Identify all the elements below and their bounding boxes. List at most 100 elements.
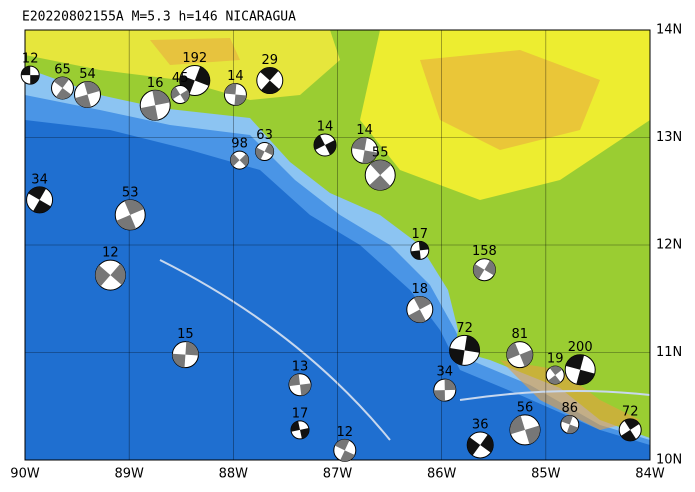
lon-tick-label: 86W xyxy=(427,467,457,482)
lat-tick-label: 12N xyxy=(656,238,682,253)
focal-mechanism xyxy=(313,133,337,157)
focal-mechanism xyxy=(20,65,40,85)
depth-label: 12 xyxy=(22,52,39,67)
depth-label: 12 xyxy=(102,246,119,261)
depth-label: 86 xyxy=(562,401,579,416)
compressional-quadrant xyxy=(75,81,100,108)
focal-mechanism xyxy=(170,85,190,104)
focal-mechanism xyxy=(223,83,247,106)
events xyxy=(20,65,642,462)
compressional-quadrant xyxy=(473,260,496,280)
depth-label: 15 xyxy=(177,327,194,342)
compressional-quadrant xyxy=(21,66,40,85)
focal-mechanism xyxy=(255,141,275,161)
depth-label: 17 xyxy=(292,406,309,421)
compressional-quadrant xyxy=(171,86,190,103)
depth-label: 45 xyxy=(172,71,189,86)
compressional-quadrant xyxy=(334,439,355,462)
focal-mechanism xyxy=(410,240,430,260)
depth-label: 192 xyxy=(182,51,207,66)
compressional-quadrant xyxy=(224,83,247,106)
lat-tick-label: 11N xyxy=(656,345,682,360)
depth-label: 36 xyxy=(472,417,489,432)
lat-tick-label: 13N xyxy=(656,130,682,145)
focal-mechanism xyxy=(618,418,642,442)
focal-mechanism xyxy=(449,334,481,366)
lon-tick-label: 89W xyxy=(114,467,144,482)
depth-label: 34 xyxy=(31,172,48,187)
compressional-quadrant xyxy=(369,160,392,191)
focal-mechanism xyxy=(288,373,312,397)
lon-tick-label: 90W xyxy=(10,467,40,482)
focal-mechanism xyxy=(256,67,284,95)
focal-mechanism xyxy=(26,186,54,214)
depth-label: 56 xyxy=(517,400,534,415)
focal-mechanism xyxy=(333,438,357,462)
focal-mechanism xyxy=(171,341,199,369)
depth-label: 72 xyxy=(456,321,473,336)
focal-mechanism xyxy=(139,89,171,121)
depth-label: 14 xyxy=(356,123,373,138)
compressional-quadrant xyxy=(506,342,533,367)
depth-label: 16 xyxy=(147,76,164,91)
depth-label: 63 xyxy=(256,128,273,143)
compressional-quadrant xyxy=(548,366,563,385)
lon-tick-label: 87W xyxy=(323,467,353,482)
focal-mechanism xyxy=(564,354,596,386)
lat-tick-label: 14N xyxy=(656,23,682,38)
focal-mechanism xyxy=(406,296,434,323)
depth-label: 29 xyxy=(262,53,279,68)
compressional-quadrant xyxy=(95,263,126,287)
compressional-quadrant xyxy=(313,135,336,155)
compressional-quadrant xyxy=(255,143,274,160)
compressional-quadrant xyxy=(510,415,540,445)
depth-label: 14 xyxy=(227,69,244,84)
compressional-quadrant xyxy=(140,90,170,121)
depth-label: 55 xyxy=(372,146,389,161)
focal-mechanism xyxy=(560,415,580,435)
focal-mechanism xyxy=(506,341,534,369)
lon-tick-label: 84W xyxy=(635,467,665,482)
compressional-quadrant xyxy=(449,335,480,366)
depth-label: 81 xyxy=(512,327,529,342)
focal-mechanism xyxy=(94,259,126,291)
focal-mechanism xyxy=(466,431,494,459)
compressional-quadrant xyxy=(408,296,432,323)
focal-mechanism xyxy=(433,378,457,402)
focal-mechanism xyxy=(472,258,496,282)
compressional-quadrant xyxy=(467,434,494,456)
focal-mechanism xyxy=(114,199,146,231)
focal-mechanism xyxy=(179,65,211,97)
depth-label: 54 xyxy=(79,67,96,82)
focal-mechanism xyxy=(230,150,250,170)
depth-label: 19 xyxy=(547,352,564,367)
focal-mechanism xyxy=(364,159,396,191)
compressional-quadrant xyxy=(410,241,429,260)
depth-label: 200 xyxy=(568,340,593,355)
compressional-quadrant xyxy=(260,67,280,94)
depth-label: 65 xyxy=(54,63,71,78)
focal-mechanism xyxy=(290,420,310,440)
depth-label: 158 xyxy=(472,244,497,259)
depth-label: 12 xyxy=(337,425,354,440)
compressional-quadrant xyxy=(561,415,579,434)
depth-label: 17 xyxy=(412,227,429,242)
compressional-quadrant xyxy=(230,153,249,167)
compressional-quadrant xyxy=(53,77,72,100)
map-frame xyxy=(24,29,651,461)
compressional-quadrant xyxy=(172,341,199,368)
focal-mechanism xyxy=(51,76,74,100)
depth-label: 53 xyxy=(122,185,139,200)
compressional-quadrant xyxy=(291,421,309,439)
compressional-quadrant xyxy=(620,418,640,441)
focal-mechanism xyxy=(509,414,541,446)
lon-tick-label: 88W xyxy=(219,467,249,482)
focal-mechanism xyxy=(351,136,379,164)
compressional-quadrant xyxy=(565,354,595,385)
depth-label: 72 xyxy=(622,404,639,419)
compressional-quadrant xyxy=(351,137,378,164)
depth-label: 98 xyxy=(231,137,248,152)
compressional-quadrant xyxy=(116,199,145,230)
lat-tick-label: 10N xyxy=(656,453,682,468)
